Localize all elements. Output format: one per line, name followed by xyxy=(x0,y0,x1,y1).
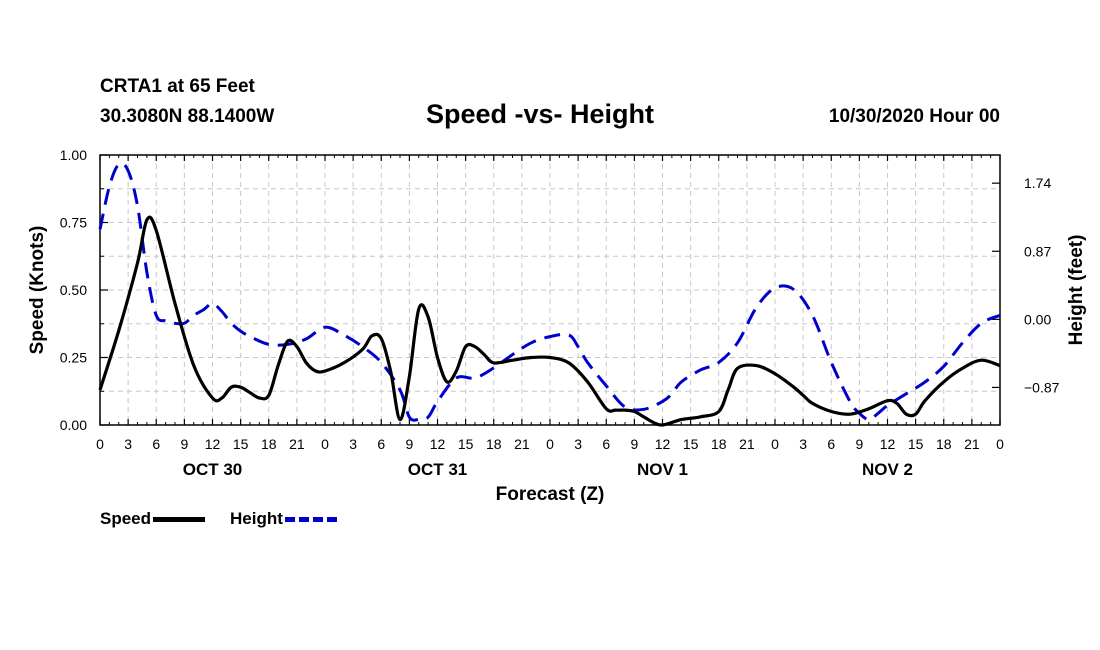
station-name: CRTA1 at 65 Feet xyxy=(100,76,255,97)
x-tick-label: 9 xyxy=(855,436,863,452)
x-tick-label: 6 xyxy=(152,436,160,452)
x-tick-label: 6 xyxy=(602,436,610,452)
x-tick-label: 12 xyxy=(430,436,446,452)
x-tick-label: 12 xyxy=(655,436,671,452)
x-tick-label: 3 xyxy=(349,436,357,452)
x-tick-label: 3 xyxy=(124,436,132,452)
chart-title: Speed -vs- Height xyxy=(426,99,655,129)
x-tick-label: 0 xyxy=(546,436,554,452)
x-tick-label: 18 xyxy=(261,436,277,452)
y-right-tick-label: 0.00 xyxy=(1024,311,1051,327)
x-tick-label: 18 xyxy=(936,436,952,452)
x-tick-label: 18 xyxy=(711,436,727,452)
y-left-tick-label: 1.00 xyxy=(60,147,87,163)
x-tick-label: 21 xyxy=(289,436,305,452)
series-line-speed xyxy=(98,215,1001,427)
x-day-label: OCT 31 xyxy=(408,460,468,479)
legend-speed: Speed xyxy=(100,509,206,529)
x-tick-label: 21 xyxy=(739,436,755,452)
x-tick-label: 0 xyxy=(96,436,104,452)
x-tick-label: 9 xyxy=(630,436,638,452)
x-tick-label: 6 xyxy=(377,436,385,452)
x-tick-label: 6 xyxy=(827,436,835,452)
x-tick-label: 0 xyxy=(321,436,329,452)
legend-speed-swatch xyxy=(153,516,206,522)
x-axis-title: Forecast (Z) xyxy=(496,484,605,505)
legend-height: Height xyxy=(230,509,337,529)
legend-height-label: Height xyxy=(230,509,283,528)
y-right-tick-label: 1.74 xyxy=(1024,175,1051,191)
legend-speed-label: Speed xyxy=(100,509,152,528)
x-tick-label: 21 xyxy=(964,436,980,452)
y-left-tick-label: 0.50 xyxy=(60,282,87,298)
x-tick-label: 21 xyxy=(514,436,530,452)
forecast-datetime: 10/30/2020 Hour 00 xyxy=(828,106,1000,127)
y-left-axis-title: Speed (Knots) xyxy=(27,226,48,355)
legend-height-swatch xyxy=(284,516,337,522)
series-line-height xyxy=(98,161,1001,422)
x-tick-label: 3 xyxy=(574,436,582,452)
y-left-tick-label: 0.00 xyxy=(60,417,87,433)
y-right-axis-title: Height (feet) xyxy=(1066,235,1087,346)
x-tick-label: 12 xyxy=(205,436,221,452)
x-day-label: OCT 30 xyxy=(183,460,243,479)
x-tick-label: 15 xyxy=(908,436,924,452)
x-day-label: NOV 1 xyxy=(637,460,688,479)
y-right-tick-label: 0.87 xyxy=(1024,243,1051,259)
x-tick-label: 0 xyxy=(996,436,1004,452)
x-tick-label: 15 xyxy=(683,436,699,452)
x-tick-label: 9 xyxy=(180,436,188,452)
y-left-tick-label: 0.75 xyxy=(60,215,87,231)
x-tick-label: 3 xyxy=(799,436,807,452)
x-tick-label: 12 xyxy=(880,436,896,452)
y-right-tick-label: −0.87 xyxy=(1024,379,1060,395)
y-left-tick-label: 0.25 xyxy=(60,350,87,366)
x-tick-label: 0 xyxy=(771,436,779,452)
x-tick-label: 15 xyxy=(233,436,249,452)
x-tick-label: 15 xyxy=(458,436,474,452)
x-tick-label: 9 xyxy=(405,436,413,452)
station-coordinates: 30.3080N 88.1400W xyxy=(100,106,275,127)
x-day-label: NOV 2 xyxy=(862,460,913,479)
x-tick-label: 18 xyxy=(486,436,502,452)
